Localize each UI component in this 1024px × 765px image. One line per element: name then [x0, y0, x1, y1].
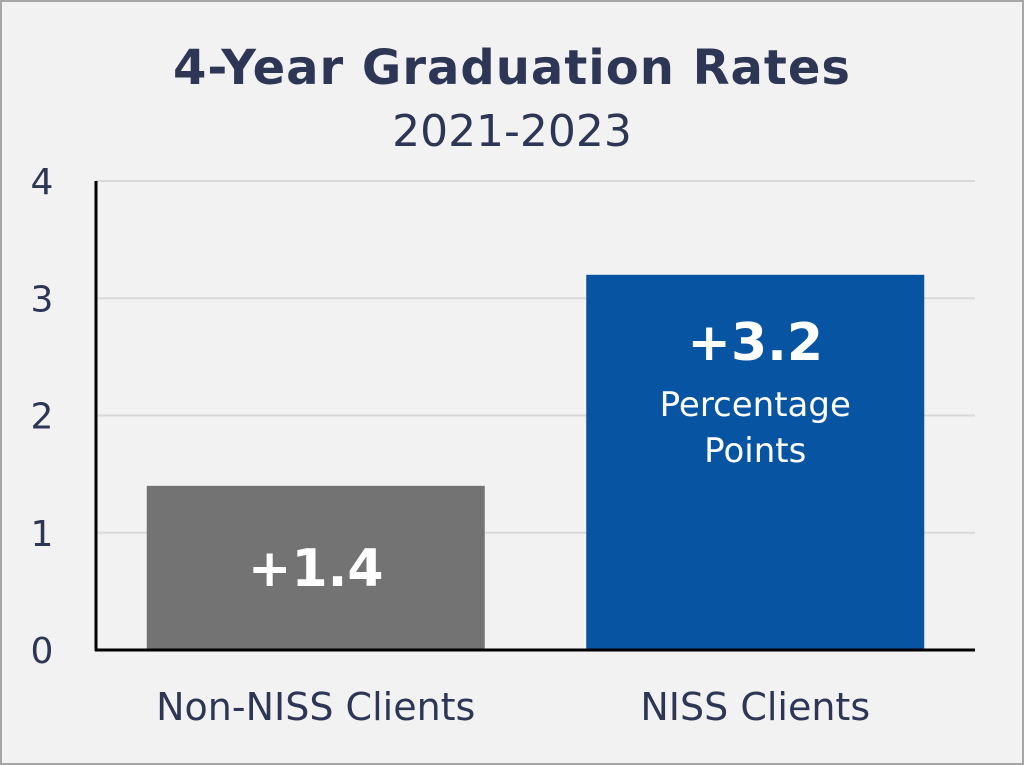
bar: [146, 485, 485, 650]
data-label-unit: Percentage: [660, 385, 851, 425]
bars: [146, 274, 925, 650]
y-tick-label: 2: [31, 397, 54, 438]
y-tick-label: 0: [31, 631, 54, 672]
axes: [94, 181, 975, 652]
data-labels: +1.4 +3.2 Percentage Points: [248, 313, 851, 599]
y-tick-label: 3: [31, 279, 54, 320]
x-category-labels: Non-NISS Clients NISS Clients: [156, 685, 870, 729]
y-tick-label: 4: [31, 162, 54, 203]
x-category-label: Non-NISS Clients: [156, 685, 475, 729]
y-tick-labels: 0 1 2 3 4: [31, 162, 54, 672]
data-label-value: +1.4: [248, 539, 384, 599]
chart-title: 4-Year Graduation Rates: [172, 40, 851, 96]
bar: [586, 274, 925, 650]
data-label-value: +3.2: [687, 313, 823, 373]
x-category-label: NISS Clients: [640, 685, 870, 729]
chart-subtitle: 2021-2023: [392, 106, 632, 157]
data-label-unit: Points: [704, 431, 806, 471]
y-tick-label: 1: [31, 514, 54, 555]
